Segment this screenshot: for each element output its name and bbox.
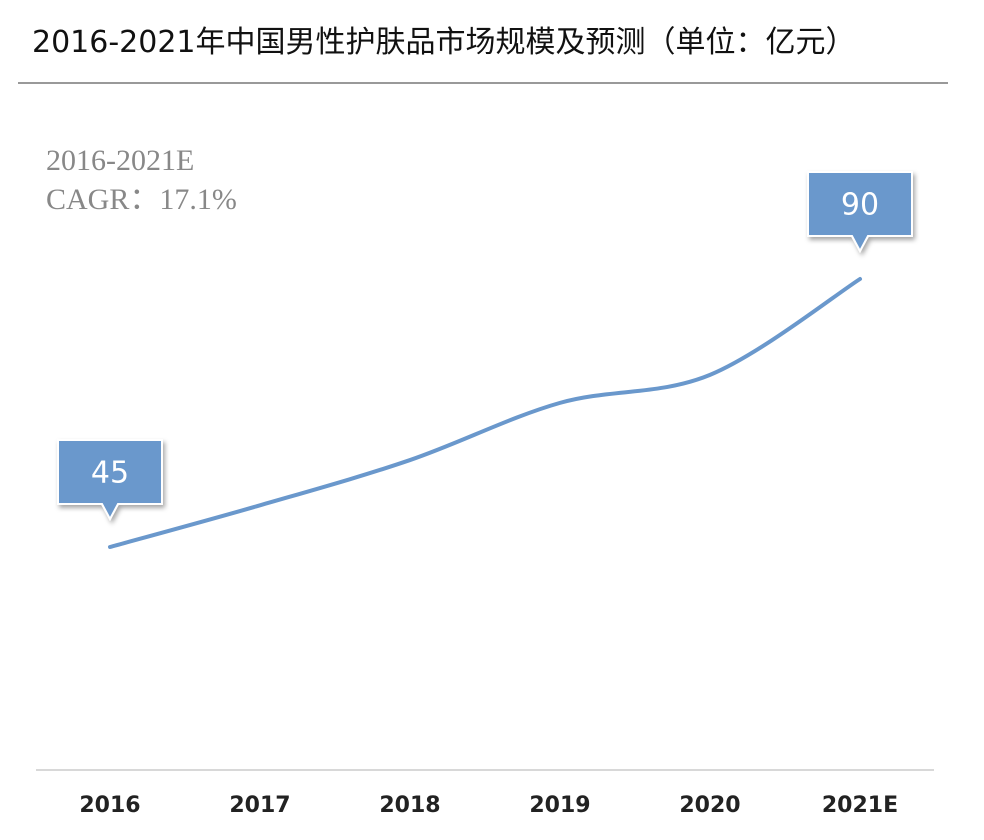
x-tick-label: 2021E [822, 793, 898, 818]
value-label: 90 [841, 188, 879, 223]
x-tick-label: 2019 [529, 793, 590, 818]
chart-title: 2016-2021年中国男性护肤品市场规模及预测（单位：亿元） [32, 25, 856, 60]
line [108, 277, 862, 549]
callout [57, 439, 163, 522]
annotation: 2016-2021E [46, 144, 194, 177]
value-label: 45 [91, 456, 129, 491]
x-tick-label: 2016 [79, 793, 140, 818]
x-tick-label: 2018 [379, 793, 440, 818]
x-tick-label: 2017 [229, 793, 290, 818]
x-tick-label: 2020 [679, 793, 740, 818]
callout [807, 171, 913, 254]
annotation: CAGR：17.1% [46, 183, 237, 216]
